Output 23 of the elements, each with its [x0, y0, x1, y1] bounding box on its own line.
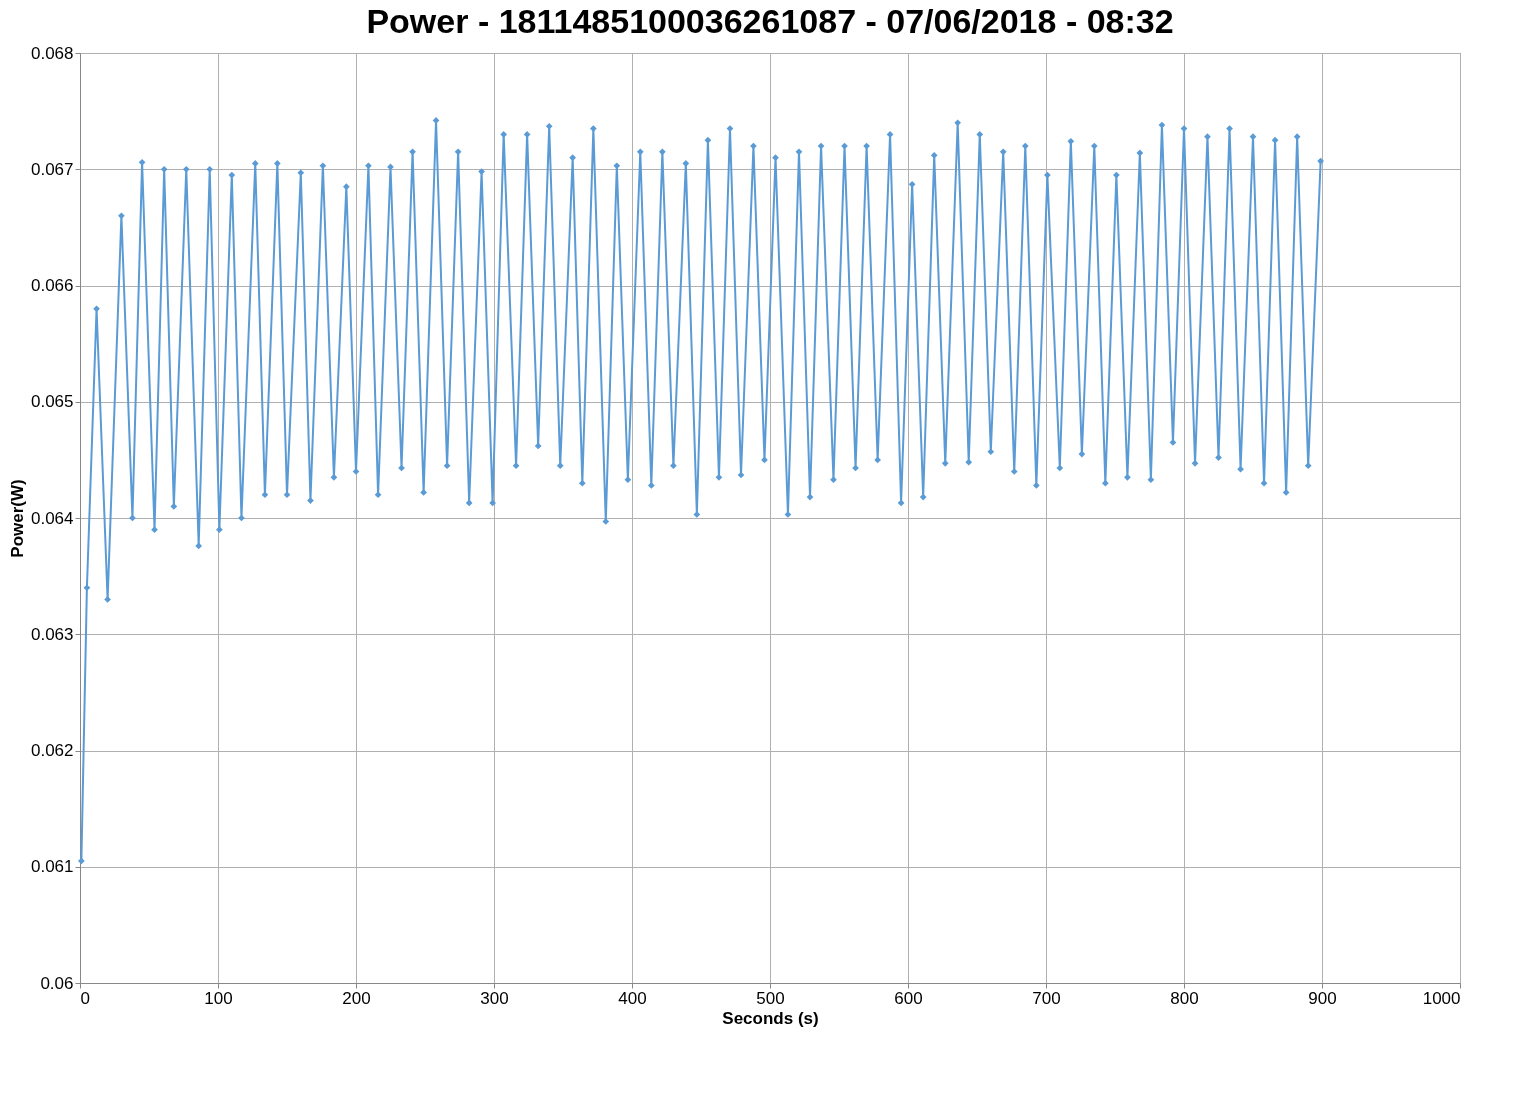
- y-tick-label: 0.068: [30, 43, 74, 63]
- x-tick-label: 900: [1308, 988, 1337, 1008]
- x-tick-label: 200: [342, 988, 371, 1008]
- x-tick-label: 800: [1170, 988, 1199, 1008]
- x-tick-label: 700: [1032, 988, 1061, 1008]
- chart-title: Power - 1811485100036261087 - 07/06/2018 - 08:32: [366, 2, 1174, 40]
- x-tick-label: 600: [894, 988, 923, 1008]
- x-tick-label: 0: [80, 988, 90, 1008]
- y-tick-label: 0.062: [30, 741, 74, 760]
- x-tick-label: 100: [204, 988, 233, 1008]
- x-tick-label: 400: [618, 988, 647, 1008]
- y-axis-title: Power(W): [7, 479, 27, 558]
- x-axis-title: Seconds (s): [722, 1008, 819, 1028]
- y-tick-label: 0.064: [30, 508, 74, 528]
- y-tick-label: 0.067: [30, 159, 74, 179]
- x-tick-label: 500: [756, 988, 785, 1008]
- x-tick-label: 1000: [1422, 988, 1461, 1008]
- y-tick-label: 0.06: [40, 973, 74, 993]
- y-tick-label: 0.061: [30, 857, 74, 877]
- y-tick-label: 0.066: [30, 276, 74, 295]
- y-tick-label: 0.065: [30, 392, 74, 412]
- x-tick-label: 300: [480, 988, 509, 1008]
- y-tick-label: 0.063: [30, 624, 74, 644]
